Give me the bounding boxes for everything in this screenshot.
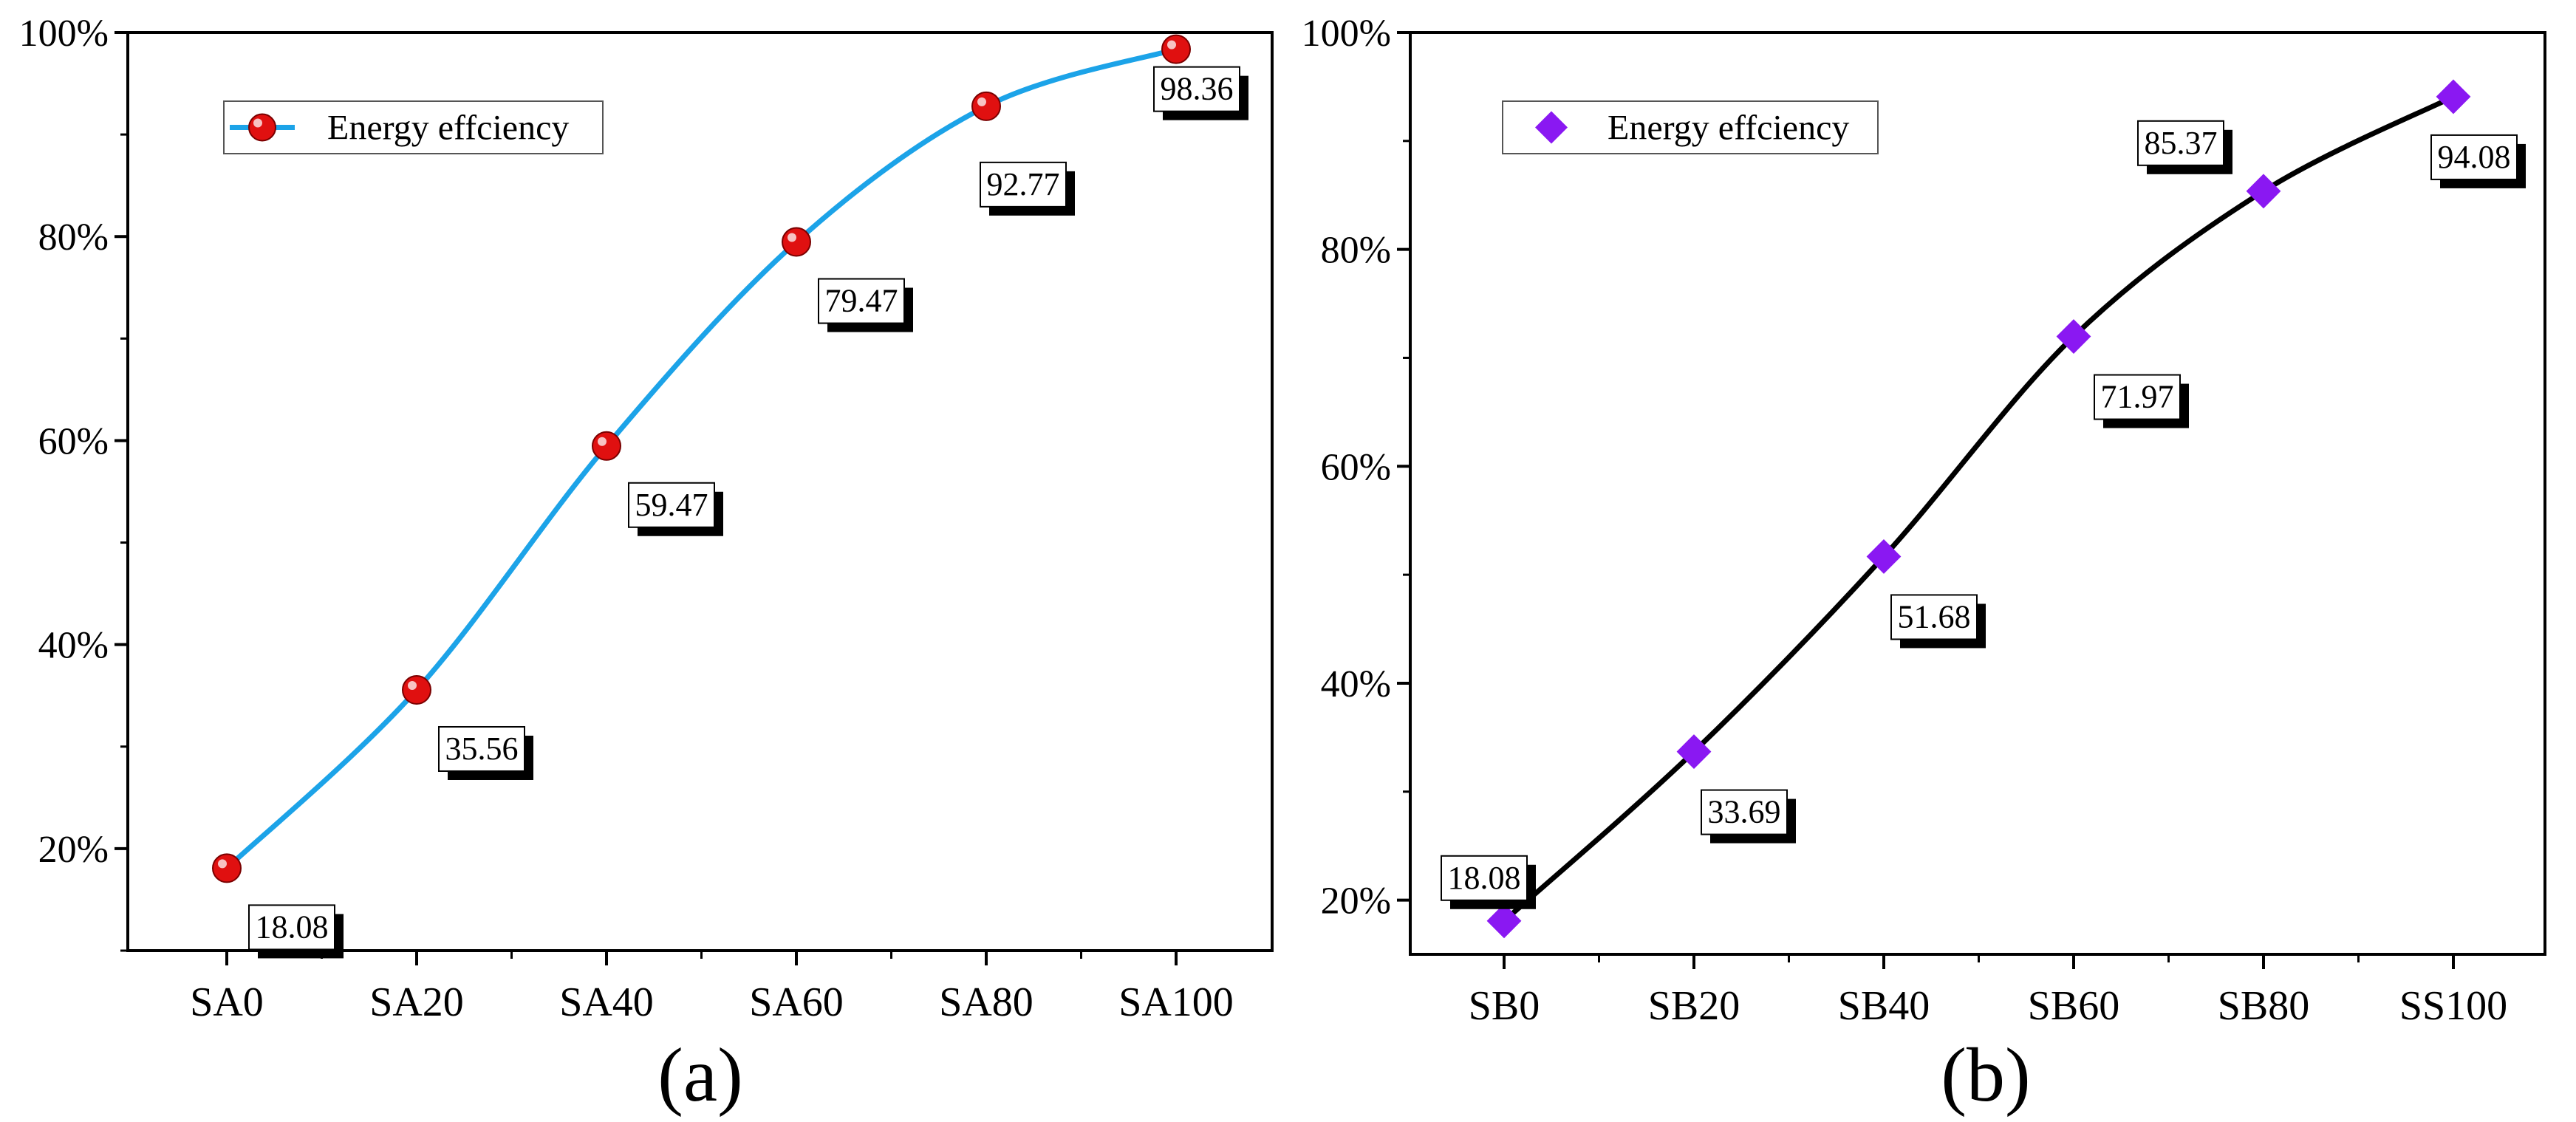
y-tick-label: 80%	[38, 216, 109, 259]
data-point	[212, 853, 242, 883]
x-tick-label: SB80	[2218, 983, 2310, 1029]
legend: Energy effciency	[223, 100, 604, 154]
data-label: 35.56	[445, 731, 519, 767]
data-point	[1161, 34, 1191, 64]
x-tick-label: SA40	[559, 979, 654, 1025]
panel-label: (b)	[1941, 1033, 2030, 1118]
data-point	[782, 227, 811, 257]
data-point	[2056, 319, 2091, 354]
plot-area-frame	[1409, 31, 2546, 956]
marker-highlight	[788, 233, 796, 242]
x-tick-label: SB0	[1469, 983, 1540, 1029]
marker-highlight	[1167, 40, 1176, 49]
x-tick-label: SB60	[2028, 983, 2120, 1029]
data-label: 92.77	[987, 166, 1060, 202]
y-tick-label: 60%	[1321, 446, 1391, 488]
chart-panel-a: 20% 40% 60% 80% 100% SA0 SA20 SA40 SA60 SA80 SA100…	[19, 13, 1274, 1118]
chart-panel-b: 20% 40% 60% 80% 100% SB0 SB20 SB40 SB60 SB80 SS100…	[1302, 13, 2546, 1118]
y-tick-label: 80%	[1321, 230, 1391, 272]
data-label: 33.69	[1708, 794, 1781, 830]
data-point	[2246, 174, 2281, 209]
data-label: 94.08	[2438, 139, 2511, 175]
data-point	[2436, 79, 2471, 114]
marker-highlight	[218, 859, 227, 869]
data-point	[1866, 539, 1902, 574]
legend-label: Energy effciency	[327, 109, 569, 148]
data-point	[1486, 903, 1522, 939]
y-tick-label: 60%	[38, 420, 109, 462]
data-label-box	[2094, 374, 2181, 420]
legend-box	[1502, 100, 1879, 154]
x-tick-label: SA20	[369, 979, 464, 1025]
data-label: 59.47	[635, 487, 708, 523]
legend: Energy effciency	[1502, 100, 1879, 154]
x-tick-label: SA80	[939, 979, 1034, 1025]
x-tick-label: SA0	[190, 979, 264, 1025]
data-label: 79.47	[825, 283, 898, 319]
marker-highlight	[977, 97, 986, 106]
x-tick-label: SS100	[2399, 983, 2507, 1029]
legend-marker	[248, 113, 276, 142]
legend-label: Energy effciency	[1608, 109, 1849, 148]
y-tick-label: 40%	[38, 625, 109, 667]
panel-label: (a)	[657, 1033, 742, 1118]
legend-marker-highlight	[253, 118, 262, 128]
data-label: 71.97	[2101, 379, 2174, 415]
data-label: 51.68	[1898, 598, 1971, 634]
x-tick-label: SA100	[1118, 979, 1234, 1025]
legend-marker	[1535, 111, 1568, 144]
data-point	[1676, 734, 1712, 770]
y-tick-label: 40%	[1321, 663, 1391, 705]
data-label-box	[438, 725, 525, 772]
data-label-box	[2430, 134, 2518, 180]
data-label-box	[980, 161, 1067, 208]
data-label: 98.36	[1161, 71, 1234, 107]
y-tick-label: 100%	[19, 13, 109, 55]
data-label: 18.08	[1448, 860, 1521, 896]
data-label-box	[818, 278, 905, 324]
y-tick-label: 20%	[38, 829, 109, 871]
data-point	[592, 431, 621, 461]
data-label-box	[628, 482, 715, 528]
marker-highlight	[408, 680, 417, 690]
data-label: 85.37	[2145, 125, 2218, 161]
data-point	[402, 674, 431, 705]
data-label-box	[1890, 594, 1978, 640]
data-label-box	[248, 904, 335, 951]
y-tick-label: 100%	[1302, 13, 1391, 55]
data-label-box	[1153, 66, 1240, 112]
y-tick-label: 20%	[1321, 880, 1391, 923]
x-tick-label: SA60	[749, 979, 844, 1025]
data-label: 18.08	[256, 909, 329, 945]
data-point	[971, 91, 1001, 121]
data-label-box	[2137, 120, 2224, 166]
marker-highlight	[598, 437, 607, 446]
data-label-box	[1441, 855, 1528, 901]
data-label-box	[1701, 789, 1788, 835]
x-tick-label: SB20	[1648, 983, 1740, 1029]
x-tick-label: SB40	[1838, 983, 1930, 1029]
